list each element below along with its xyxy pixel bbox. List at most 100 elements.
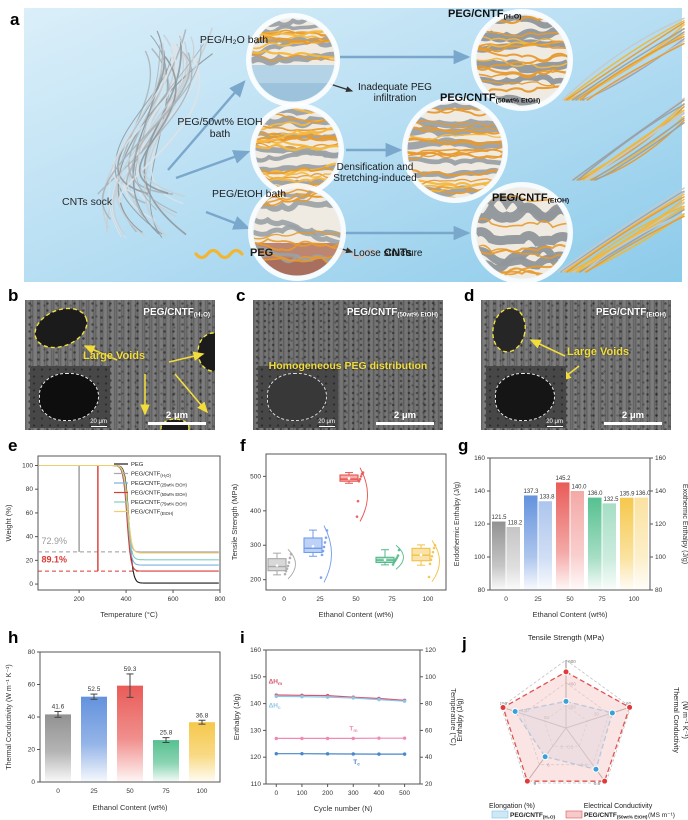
svg-text:130: 130 (250, 727, 261, 734)
svg-text:Tensile Strength (MPa): Tensile Strength (MPa) (230, 483, 239, 560)
panel-label-i: i (240, 628, 245, 647)
void-outline (34, 307, 88, 349)
fiber-cross-section (495, 373, 555, 421)
svg-text:75: 75 (162, 788, 170, 795)
svg-text:PEG/CNTF(50wt% EtOH): PEG/CNTF(50wt% EtOH) (131, 491, 187, 498)
svg-text:400: 400 (374, 790, 385, 797)
svg-text:600: 600 (168, 596, 179, 603)
svg-text:60: 60 (626, 701, 632, 706)
svg-text:0: 0 (282, 596, 286, 603)
svg-text:25.8: 25.8 (160, 730, 173, 737)
svg-text:200: 200 (322, 790, 333, 797)
svg-text:150: 150 (500, 701, 508, 706)
svg-text:80: 80 (425, 701, 433, 708)
svg-text:60: 60 (26, 510, 34, 517)
sem-image-peg-cntf-etoh: PEG/CNTF(EtOH) Large Voids 20 μm 2 μm (481, 300, 671, 430)
void-outline (492, 307, 526, 353)
svg-text:20: 20 (26, 557, 34, 564)
schematic-panel-a (24, 8, 685, 284)
legend-peg-label: PEG (250, 247, 274, 259)
sem-title-d: PEG/CNTF(EtOH) (595, 307, 666, 319)
svg-text:Thermal Conductivity: Thermal Conductivity (672, 687, 679, 753)
sem-inset-d: 20 μm (486, 366, 566, 428)
svg-text:118.2: 118.2 (508, 520, 523, 526)
svg-text:0: 0 (31, 779, 35, 786)
svg-text:Elongation (%): Elongation (%) (489, 803, 535, 810)
svg-text:Endothermic Enthalpy (J/g): Endothermic Enthalpy (J/g) (454, 482, 461, 566)
svg-text:160: 160 (474, 455, 485, 462)
sem-title-b: PEG/CNTF(H₂O) (143, 307, 210, 319)
void-arrow (529, 339, 566, 357)
tga-chart: 72.9% 89.1% PEG PEG/CNTF(H₂O) PEG/CNTF(25wt%… (4, 455, 226, 619)
svg-text:135.9: 135.9 (619, 491, 635, 497)
svg-text:20: 20 (425, 781, 433, 788)
thermal-conductivity-bar-chart: 41.6 0 52.5 25 59.3 50 25.8 75 36.8 100 0 20 40 60 80 E… (6, 649, 221, 812)
svg-text:150: 150 (250, 674, 261, 681)
inset-scale-bar (91, 425, 107, 427)
svg-text:140: 140 (250, 701, 261, 708)
svg-text:(MS m⁻¹): (MS m⁻¹) (648, 812, 675, 819)
panel-label-c: c (236, 286, 246, 305)
panel-label-g: g (458, 436, 469, 455)
product-label-etoh: PEG/CNTF(EtOH) (492, 192, 570, 205)
inset-scale-bar (547, 425, 563, 427)
svg-text:Temperature (°C): Temperature (°C) (449, 688, 456, 746)
sem-inset-c: 20 μm (258, 366, 338, 428)
scale-bar-c: 2 μm (376, 410, 434, 425)
product-label-h2o: PEG/CNTF(H₂O) (448, 8, 522, 21)
panel-label-f: f (240, 436, 246, 455)
inset-scale-label: 20 μm (546, 419, 563, 425)
svg-text:500: 500 (399, 790, 410, 797)
svg-text:80: 80 (478, 587, 486, 594)
svg-text:120: 120 (250, 754, 261, 761)
inset-scale-label: 20 μm (318, 419, 335, 425)
sem-inset-b: 20 μm (30, 366, 110, 428)
bath-label-50wt: PEG/50wt% EtOH bath (177, 116, 263, 141)
sem-image-peg-cntf-h2o: PEG/CNTF(H₂O) Large Voids 20 μm 2 μm (25, 300, 215, 430)
svg-text:PEG/CNTF(H₂O): PEG/CNTF(H₂O) (131, 472, 172, 479)
svg-text:140: 140 (474, 488, 485, 495)
svg-text:Cycle number (N): Cycle number (N) (314, 804, 373, 813)
svg-text:0: 0 (504, 596, 508, 603)
svg-text:100: 100 (629, 596, 640, 603)
svg-text:400: 400 (121, 596, 132, 603)
svg-text:PEG: PEG (131, 462, 144, 468)
svg-text:50: 50 (566, 596, 574, 603)
svg-text:ΔHm: ΔHm (269, 679, 283, 687)
panel-label-d: d (464, 286, 475, 305)
svg-text:Tc: Tc (353, 759, 360, 767)
svg-text:140: 140 (655, 488, 666, 495)
svg-text:0: 0 (56, 788, 60, 795)
svg-text:20: 20 (28, 747, 36, 754)
svg-text:145.2: 145.2 (555, 476, 571, 482)
svg-text:Electrical Conductivity: Electrical Conductivity (584, 803, 653, 810)
svg-text:136.0: 136.0 (587, 491, 603, 497)
svg-text:41.6: 41.6 (52, 703, 65, 710)
svg-text:137.3: 137.3 (523, 489, 539, 495)
svg-text:25: 25 (316, 596, 324, 603)
void-arrow (174, 373, 209, 414)
svg-text:300: 300 (250, 542, 261, 549)
svg-text:140.0: 140.0 (571, 485, 587, 491)
svg-text:Ethanol Content (wt%): Ethanol Content (wt%) (92, 803, 168, 812)
panel-label-h: h (8, 628, 19, 647)
svg-text:52.5: 52.5 (88, 686, 101, 693)
svg-text:59.3: 59.3 (124, 666, 137, 673)
svg-text:500: 500 (250, 473, 261, 480)
svg-text:600: 600 (568, 659, 576, 664)
svg-text:PEG/CNTF(50wt% EtOH): PEG/CNTF(50wt% EtOH) (584, 812, 648, 820)
svg-text:Ethanol Content (wt%): Ethanol Content (wt%) (318, 610, 394, 619)
svg-text:200: 200 (250, 577, 261, 584)
svg-text:50: 50 (352, 596, 360, 603)
annotation-inadequate: Inadequate PEG infiltration (358, 82, 432, 105)
svg-text:0.6: 0.6 (594, 781, 601, 786)
svg-text:36.8: 36.8 (196, 712, 209, 719)
svg-text:120: 120 (655, 521, 666, 528)
svg-text:400: 400 (250, 508, 261, 515)
large-voids-label: Large Voids (567, 346, 630, 358)
svg-text:Enthalpy (J/g): Enthalpy (J/g) (232, 693, 241, 740)
void-arrow (168, 351, 205, 363)
inset-scale-bar (319, 425, 335, 427)
scale-bar-d: 2 μm (604, 410, 662, 425)
